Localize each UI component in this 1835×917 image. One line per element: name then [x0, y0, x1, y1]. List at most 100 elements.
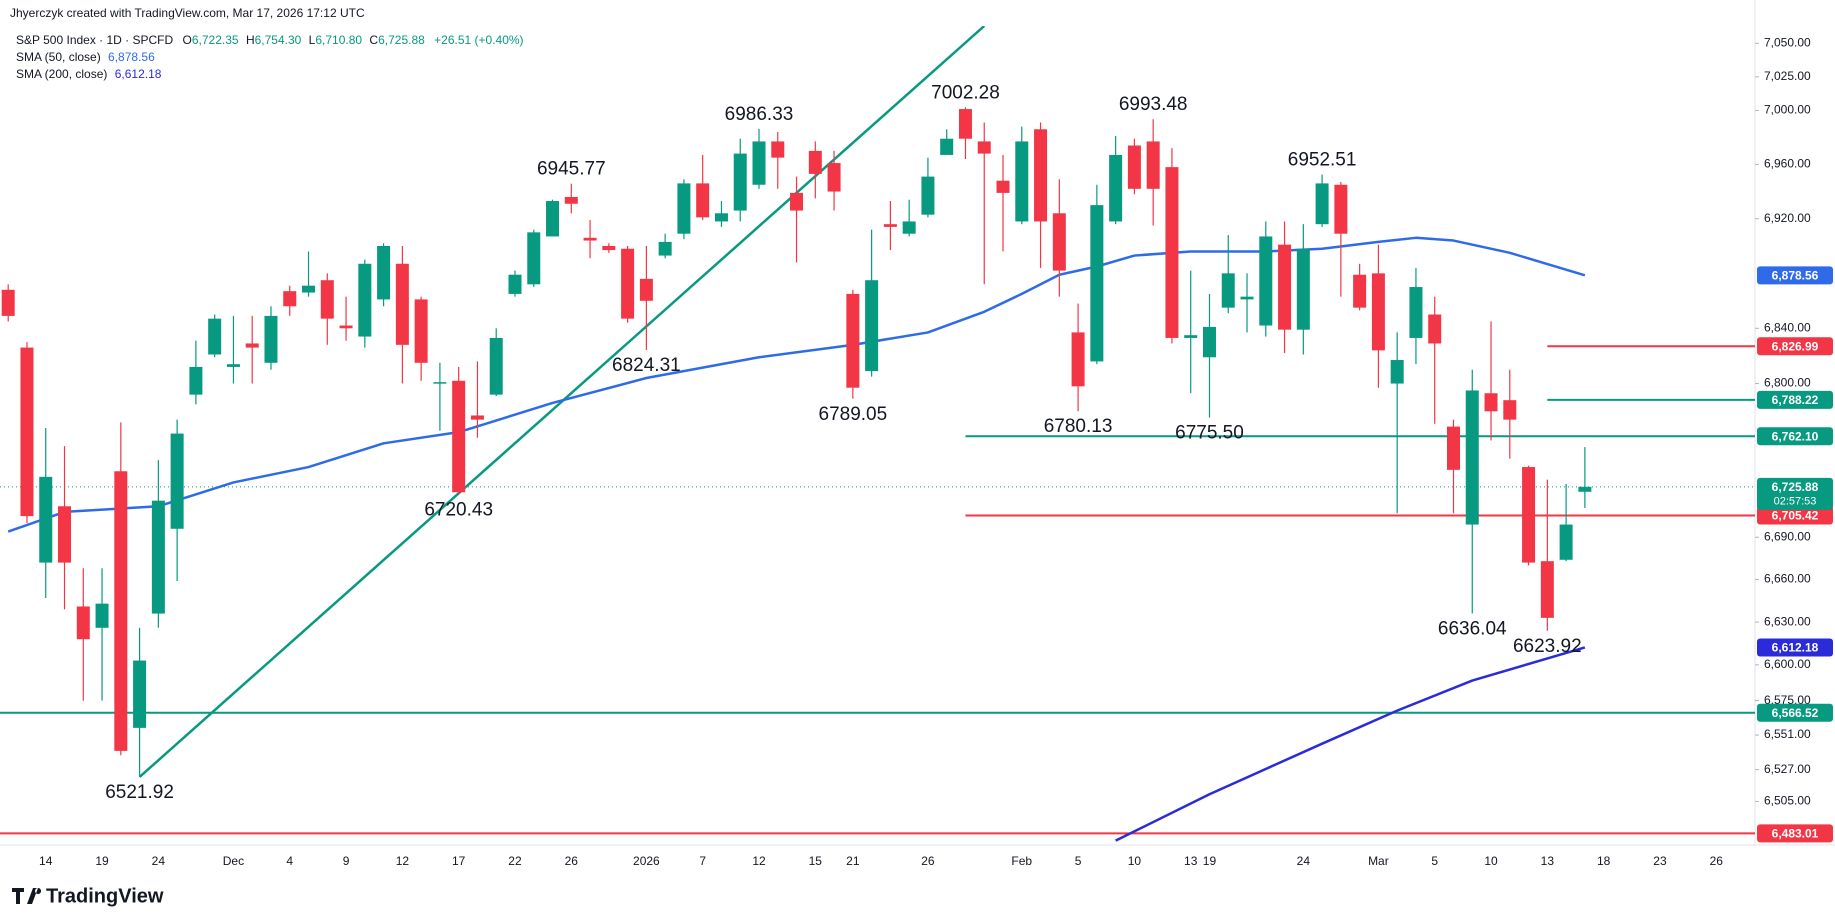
indicator-legend: SMA (50, close) 6,878.56 — [16, 50, 155, 64]
candle-body — [790, 192, 804, 211]
symbol: S&P 500 Index · 1D · SPCFD — [16, 33, 174, 47]
candle-body — [1428, 314, 1442, 344]
sma-line — [1115, 646, 1586, 842]
candle-body — [527, 232, 541, 285]
candle-body — [358, 263, 372, 337]
candle-body — [1409, 287, 1423, 338]
price-annotation: 6986.33 — [725, 104, 794, 125]
candle-body — [658, 241, 672, 256]
y-tick-label: 6,527.00 — [1764, 762, 1811, 776]
ohlc-key: L — [309, 33, 316, 47]
y-tick-label: 6,630.00 — [1764, 614, 1811, 628]
price-annotation: 6720.43 — [424, 499, 493, 520]
y-tick-label: 7,025.00 — [1764, 69, 1811, 83]
level-tag-label: 6,566.52 — [1772, 706, 1819, 720]
candle-body — [1540, 561, 1554, 618]
candle-body — [151, 500, 165, 614]
candle-body — [414, 299, 428, 363]
price-annotation: 6824.31 — [612, 355, 681, 376]
candle-body — [470, 415, 484, 420]
candle-body — [1390, 360, 1404, 384]
candle-body — [133, 660, 147, 728]
level-tag — [1757, 427, 1833, 446]
candle-body — [1296, 248, 1310, 330]
candle-body — [696, 183, 710, 218]
candle-body — [1127, 145, 1141, 189]
x-tick-label: 21 — [846, 854, 860, 868]
level-tag-label: 6,788.22 — [1772, 393, 1819, 407]
x-tick-label: 4 — [286, 854, 293, 868]
candle-body — [76, 606, 90, 640]
candle-body — [1221, 273, 1235, 308]
candle-body — [1165, 167, 1179, 338]
ohlc-value: 6,710.80 — [315, 33, 362, 47]
candle-body — [20, 347, 34, 517]
candle-body — [1465, 390, 1479, 525]
sma-line — [7, 236, 1586, 533]
candle-body — [865, 280, 879, 372]
indicator-value: 6,612.18 — [115, 67, 162, 81]
candle-body — [489, 337, 503, 395]
axes: 6,505.00 6,527.00 6,551.00 6,575.00 6,600.00… — [39, 36, 1811, 869]
price-annotation: 6521.92 — [105, 782, 174, 803]
candle-body — [1503, 400, 1517, 420]
candle-body — [902, 221, 916, 234]
candle-body — [564, 196, 578, 204]
symbol-legend: S&P 500 Index · 1D · SPCFD O6,722.35 H6,… — [16, 33, 524, 47]
ohlc-value: 6,754.30 — [255, 33, 302, 47]
last-price-tag — [1757, 477, 1833, 510]
candle-body — [1559, 524, 1573, 560]
candle-body — [940, 138, 954, 155]
candle-body — [1484, 393, 1498, 412]
y-tick-label: 6,660.00 — [1764, 572, 1811, 586]
candle-body — [1446, 426, 1460, 470]
candle-body — [170, 433, 184, 529]
y-tick-label: 7,050.00 — [1764, 36, 1811, 50]
candle-body — [996, 180, 1010, 193]
candle-body — [1371, 273, 1385, 351]
candle-body — [1015, 141, 1029, 222]
ohlc-key: C — [369, 33, 378, 47]
x-tick-label: 10 — [1484, 854, 1498, 868]
indicator-value: 6,878.56 — [108, 50, 155, 64]
candle-body — [621, 248, 635, 319]
sma-tag-label: 6,878.56 — [1772, 268, 1819, 282]
price-annotation: 6945.77 — [537, 159, 606, 180]
x-tick-label: 24 — [1297, 854, 1311, 868]
x-tick-label: 22 — [508, 854, 522, 868]
candle-body — [846, 293, 860, 388]
candle-body — [921, 176, 935, 215]
candle-body — [1278, 244, 1292, 330]
candle-body — [1240, 296, 1254, 300]
x-tick-label: 19 — [1203, 854, 1217, 868]
candle-body — [226, 364, 240, 367]
candle-body — [827, 163, 841, 192]
y-tick-label: 6,800.00 — [1764, 376, 1811, 390]
x-tick-label: Feb — [1011, 854, 1032, 868]
sma-tag — [1757, 638, 1833, 657]
candle-body — [602, 245, 616, 251]
x-tick-label: 2026 — [633, 854, 660, 868]
ohlc-value: 6,722.35 — [192, 33, 239, 47]
indicator-legend: SMA (200, close) 6,612.18 — [16, 67, 162, 81]
candle-body — [808, 150, 822, 174]
candle-body — [958, 109, 972, 139]
candle-body — [1522, 467, 1536, 563]
x-tick-label: 13 — [1541, 854, 1555, 868]
candle-body — [508, 274, 522, 294]
candle-body — [733, 153, 747, 211]
x-tick-label: 10 — [1128, 854, 1142, 868]
x-tick-label: 5 — [1075, 854, 1082, 868]
x-tick-label: 26 — [565, 854, 579, 868]
y-tick-label: 6,920.00 — [1764, 211, 1811, 225]
x-tick-label: 19 — [95, 854, 109, 868]
logo: TradingView — [12, 885, 164, 907]
candle-body — [977, 141, 991, 154]
logo-icon — [12, 888, 42, 904]
candle-body — [433, 382, 447, 384]
candle-body — [1052, 213, 1066, 271]
candle-body — [283, 291, 297, 307]
candle-body — [302, 285, 316, 293]
candle-body — [1184, 335, 1198, 338]
candle-body — [583, 237, 597, 241]
